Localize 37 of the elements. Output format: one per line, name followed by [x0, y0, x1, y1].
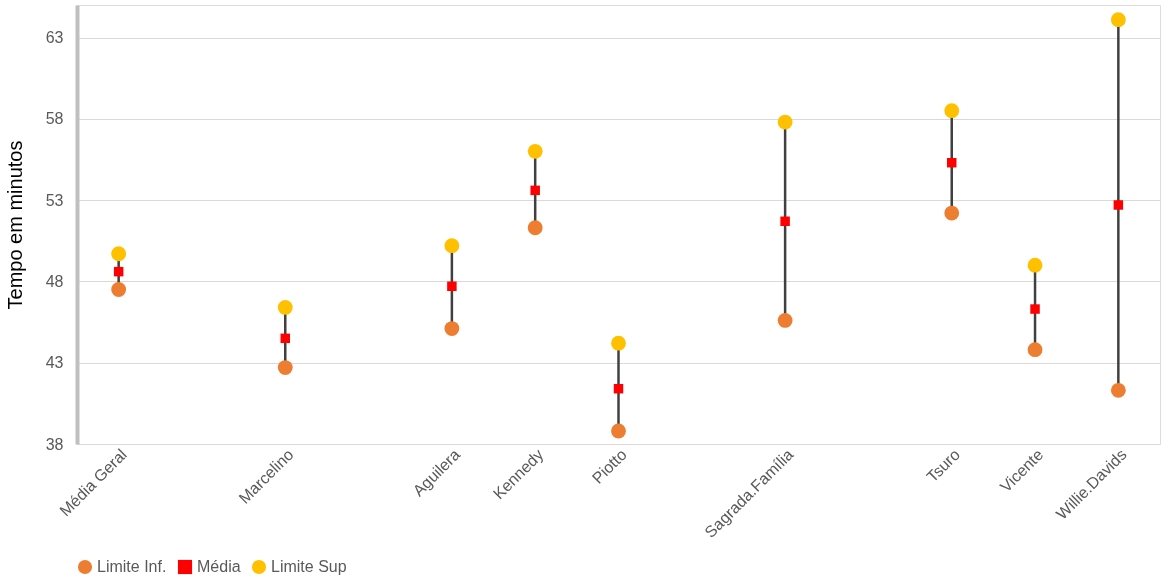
point — [946, 157, 957, 168]
point — [111, 246, 127, 262]
point — [1030, 304, 1040, 314]
y-axis-title: Tempo em minutos — [3, 140, 26, 310]
point — [277, 360, 293, 375]
point — [777, 114, 793, 130]
y-tick-label: 53 — [45, 191, 64, 209]
y-tick-label: 43 — [45, 354, 64, 372]
point — [944, 205, 960, 221]
point — [1113, 200, 1124, 210]
point — [280, 333, 291, 344]
point — [611, 335, 626, 351]
point — [111, 282, 127, 297]
y-tick-label: 58 — [45, 110, 64, 128]
legend-label: Limite Inf. — [97, 558, 167, 575]
point — [1110, 382, 1126, 398]
point — [1110, 12, 1126, 28]
y-tick-label: 38 — [45, 435, 64, 453]
point — [1027, 342, 1043, 358]
point — [447, 281, 457, 292]
point — [777, 313, 793, 328]
y-tick-label: 48 — [45, 272, 64, 290]
point — [944, 103, 960, 119]
point — [444, 238, 460, 254]
point — [277, 300, 293, 315]
point — [530, 185, 540, 196]
legend-label: Média — [197, 558, 241, 575]
point — [780, 216, 790, 226]
point — [444, 321, 460, 336]
point — [1027, 257, 1043, 273]
point — [113, 266, 124, 277]
point — [613, 383, 624, 394]
point — [527, 143, 543, 159]
point — [527, 220, 543, 236]
legend-label: Limite Sup — [271, 558, 347, 575]
y-tick-label: 63 — [45, 29, 64, 47]
point — [611, 423, 626, 439]
